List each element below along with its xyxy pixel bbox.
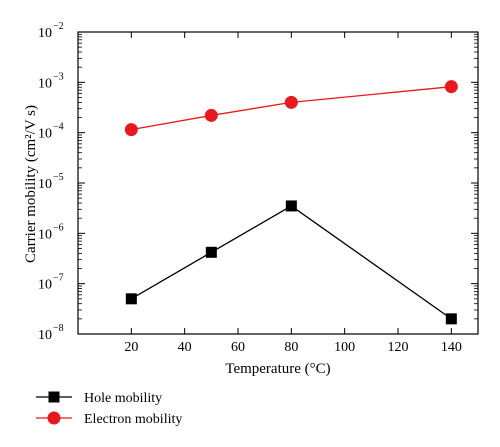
data-point bbox=[204, 108, 218, 122]
y-tick-label: 10 bbox=[38, 76, 52, 91]
data-point bbox=[125, 293, 137, 305]
legend-marker bbox=[47, 411, 61, 425]
y-tick-exponent: −8 bbox=[53, 323, 64, 334]
plot-frame-rect bbox=[77, 31, 479, 335]
y-axis: 10−810−710−610−510−410−310−2 bbox=[38, 21, 478, 343]
y-tick-label: 10 bbox=[38, 328, 52, 343]
y-axis-label: Carrier mobility (cm²/V s) bbox=[23, 105, 39, 263]
data-point bbox=[205, 246, 217, 258]
legend: Hole mobility Electron mobility bbox=[36, 391, 182, 427]
x-axis: 20 40 60 80 100 120 140 bbox=[124, 32, 462, 355]
y-tick-exponent: −4 bbox=[53, 122, 64, 133]
legend-marker bbox=[48, 391, 60, 403]
series-hole-mobility bbox=[125, 200, 457, 325]
data-point bbox=[285, 200, 297, 212]
series-electron-mobility bbox=[124, 80, 458, 137]
data-point bbox=[124, 123, 138, 137]
data-point bbox=[445, 313, 457, 325]
series-line bbox=[131, 205, 452, 320]
y-tick-label: 10 bbox=[38, 278, 52, 293]
y-tick-label: 10 bbox=[38, 177, 52, 192]
y-tick-label: 10 bbox=[38, 26, 52, 41]
y-tick-exponent: −2 bbox=[53, 21, 64, 32]
y-tick-exponent: −3 bbox=[53, 71, 64, 82]
x-tick-label: 120 bbox=[388, 340, 409, 355]
y-tick-exponent: −5 bbox=[53, 172, 64, 183]
x-tick-label: 20 bbox=[124, 340, 138, 355]
x-axis-label: Temperature (°C) bbox=[225, 361, 330, 377]
legend-label: Electron mobility bbox=[84, 412, 182, 427]
y-tick-label: 10 bbox=[38, 227, 52, 242]
y-tick-exponent: −7 bbox=[53, 273, 64, 284]
y-tick-exponent: −6 bbox=[53, 222, 64, 233]
x-tick-label: 60 bbox=[231, 340, 245, 355]
x-tick-label: 140 bbox=[441, 340, 462, 355]
series-layer bbox=[124, 80, 458, 325]
x-tick-label: 100 bbox=[334, 340, 355, 355]
series-line bbox=[131, 86, 452, 131]
x-tick-label: 80 bbox=[284, 340, 298, 355]
plot-frame bbox=[77, 31, 479, 335]
data-point bbox=[444, 80, 458, 94]
x-tick-label: 40 bbox=[178, 340, 192, 355]
y-tick-label: 10 bbox=[38, 127, 52, 142]
legend-label: Hole mobility bbox=[84, 391, 162, 406]
data-point bbox=[284, 95, 298, 109]
